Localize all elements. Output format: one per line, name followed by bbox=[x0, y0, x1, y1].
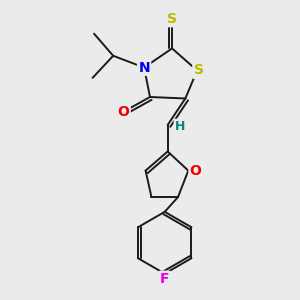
Text: H: H bbox=[175, 120, 185, 133]
Text: S: S bbox=[194, 64, 204, 77]
Text: S: S bbox=[167, 12, 177, 26]
Text: N: N bbox=[138, 61, 150, 75]
Text: O: O bbox=[190, 164, 202, 178]
Text: O: O bbox=[118, 105, 129, 119]
Text: F: F bbox=[160, 272, 169, 286]
